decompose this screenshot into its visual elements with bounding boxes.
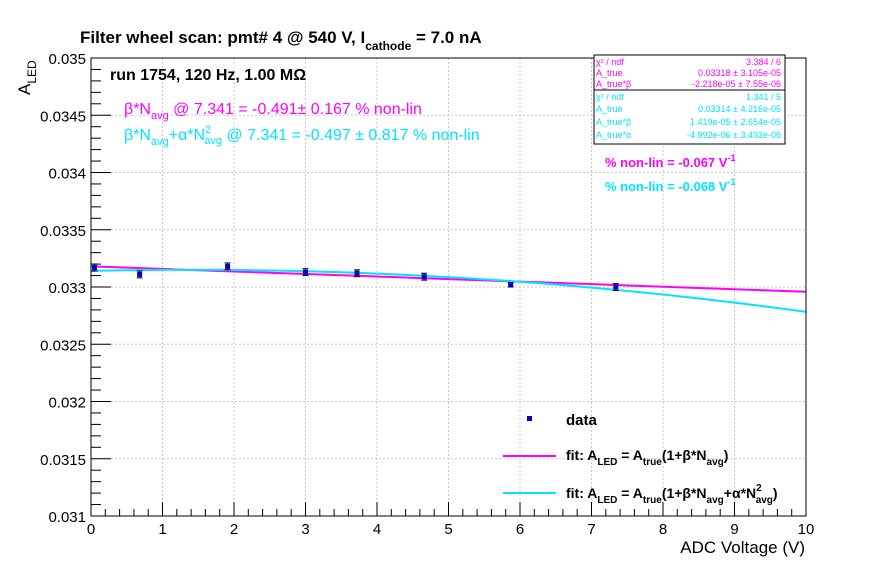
fit2-per-volt-annotation: % non-lin = -0.068 V-1 <box>605 177 735 194</box>
legend-fit1-label: fit: ALED = Atrue(1+β*Navg) <box>566 447 728 468</box>
data-points <box>91 262 619 291</box>
x-tick-label: 7 <box>587 521 595 538</box>
fit1-nonlin-annotation: β*Navg @ 7.341 = -0.491± 0.167 % non-lin <box>124 101 422 122</box>
stats2-label-0: χ² / ndf <box>596 92 624 102</box>
fit-curves <box>90 265 807 313</box>
fit2-curve <box>90 268 807 313</box>
y-axis-label: ALED <box>15 60 39 95</box>
y-tick-label: 0.032 <box>48 395 86 412</box>
stats1-label-2: A_true*β <box>596 79 631 89</box>
stats2-value-2: 1.419e-05 ± 2.654e-05 <box>690 117 781 127</box>
legend: data fit: ALED = Atrue(1+β*Navg) fit: AL… <box>503 412 778 506</box>
x-tick-label: 0 <box>87 521 95 538</box>
x-tick-label: 3 <box>301 521 309 538</box>
x-tick-label: 1 <box>158 521 166 538</box>
data-point <box>225 263 231 269</box>
data-point <box>303 269 308 275</box>
x-tick-label: 5 <box>444 521 452 538</box>
chart-title: Filter wheel scan: pmt# 4 @ 540 V, Icath… <box>80 28 482 53</box>
y-tick-label: 0.0335 <box>40 223 86 240</box>
stats1-label-0: χ² / ndf <box>596 57 624 67</box>
data-point <box>421 274 427 280</box>
data-point <box>508 282 514 288</box>
stats2-label-1: A_true <box>596 104 623 114</box>
stats1-value-0: 3.384 / 6 <box>746 57 781 67</box>
run-label: run 1754, 120 Hz, 1.00 MΩ <box>110 67 306 84</box>
y-tick-label: 0.031 <box>48 509 86 526</box>
x-tick-label: 6 <box>516 521 524 538</box>
stats1-value-1: 0.03318 ± 3.105e-05 <box>698 68 781 78</box>
fit1-per-volt-annotation: % non-lin = -0.067 V-1 <box>605 153 735 170</box>
y-tick-label: 0.0315 <box>40 452 86 469</box>
data-point <box>354 270 360 276</box>
x-tick-label: 4 <box>373 521 381 538</box>
stats-box-fit2: χ² / ndf 1.341 / 5 A_true 0.03314 ± 4.21… <box>593 89 786 145</box>
x-tick-label: 9 <box>730 521 738 538</box>
legend-data-marker <box>527 416 532 421</box>
legend-fit2-label: fit: ALED = Atrue(1+β*Navg+α*N2 avg) <box>566 483 778 506</box>
x-tick-label: 2 <box>230 521 238 538</box>
axis-ticks: 0 1 2 3 4 5 6 7 8 9 10 0.031 0.0315 0.032 0.0325 0.033 0… <box>40 51 814 538</box>
data-point <box>613 284 619 290</box>
y-tick-label: 0.034 <box>48 166 86 183</box>
data-point <box>92 265 98 271</box>
fit2-nonlin-annotation: β*Navg+α*N2 avg @ 7.341 = -0.497 ± 0.817 … <box>124 124 480 148</box>
x-axis-label: ADC Voltage (V) <box>680 538 805 557</box>
stats2-value-3: -4.992e-06 ± 3.493e-06 <box>687 130 781 140</box>
y-tick-label: 0.033 <box>48 280 86 297</box>
stats1-value-2: -2.218e-05 ± 7.55e-06 <box>692 79 781 89</box>
data-point <box>137 271 143 277</box>
stats2-value-1: 0.03314 ± 4.216e-05 <box>698 104 781 114</box>
y-tick-label: 0.0325 <box>40 337 86 354</box>
x-tick-label: 8 <box>659 521 667 538</box>
x-tick-label: 10 <box>798 521 815 538</box>
y-tick-label: 0.035 <box>48 51 86 68</box>
stats-box-fit1: χ² / ndf 3.384 / 6 A_true 0.03318 ± 3.10… <box>593 54 786 91</box>
legend-data-label: data <box>566 412 598 429</box>
y-tick-label: 0.0345 <box>40 108 86 125</box>
stats2-label-2: A_true*β <box>596 117 631 127</box>
stats1-label-1: A_true <box>596 68 623 78</box>
stats2-value-0: 1.341 / 5 <box>746 92 781 102</box>
stats2-label-3: A_true*α <box>596 130 631 140</box>
